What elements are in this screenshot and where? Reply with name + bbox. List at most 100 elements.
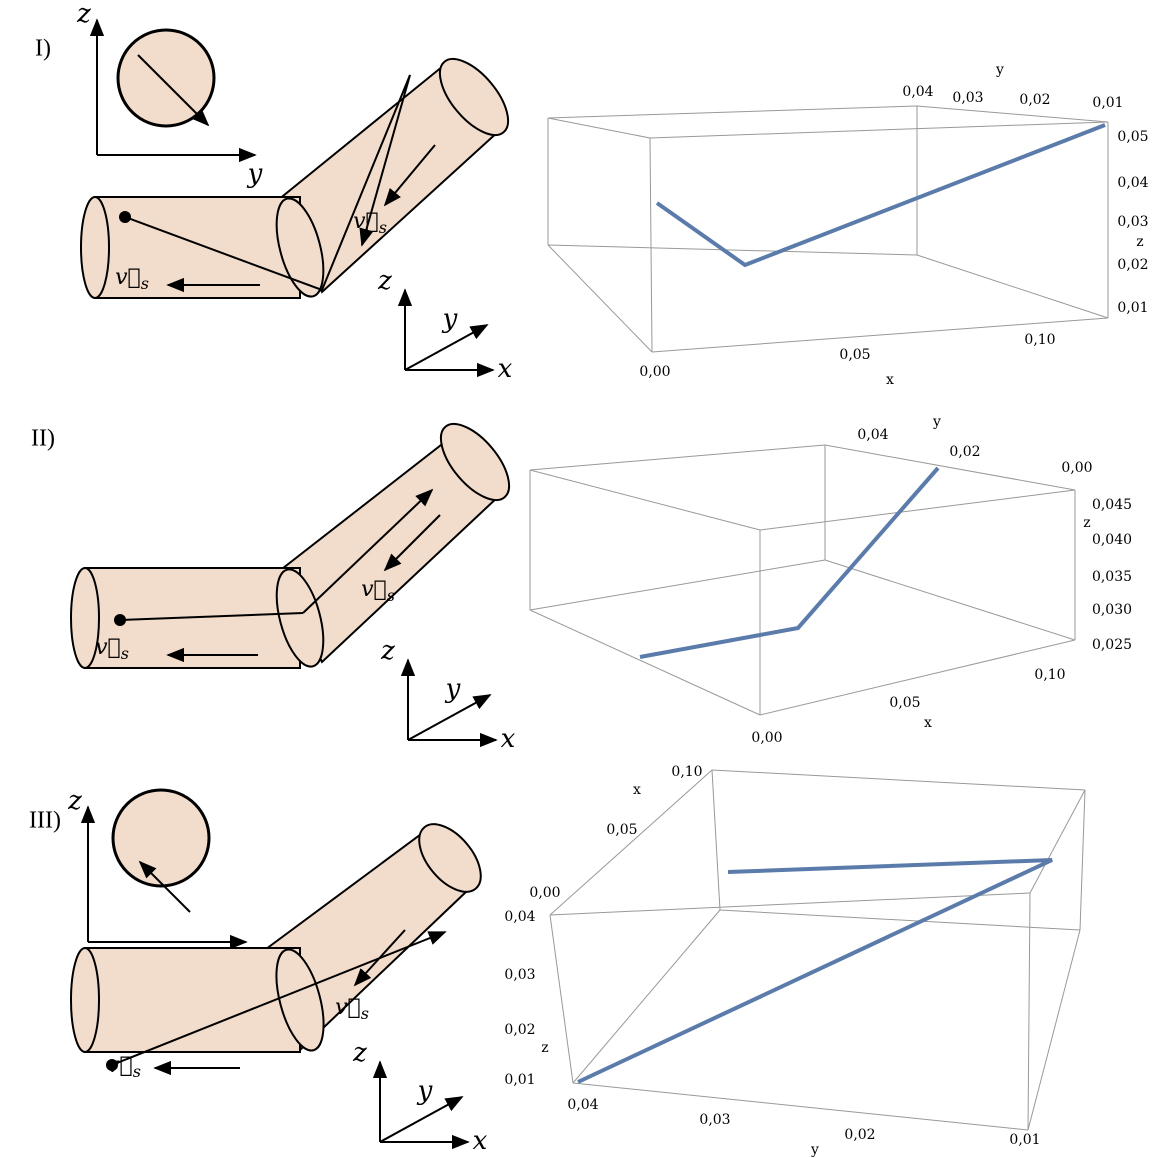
cross-section: [118, 30, 214, 126]
tick-label: 0,040: [1092, 532, 1132, 548]
box-edge: [1030, 790, 1085, 893]
axis-title: y: [810, 1142, 819, 1158]
axis-title: z: [1136, 234, 1143, 250]
axis-title: z: [541, 1040, 548, 1056]
cross-section: [113, 790, 209, 886]
panel-label: III): [29, 808, 61, 834]
tick-label: 0,04: [902, 84, 933, 100]
tick-label: 0,10: [1034, 667, 1065, 683]
tick-label: 0,00: [1061, 460, 1092, 476]
tick-label: 0,05: [839, 347, 870, 363]
tick-label: 0,05: [1117, 129, 1148, 145]
panel-label: I): [35, 36, 51, 62]
velocity-subscript: s: [379, 218, 387, 237]
tube-end: [71, 948, 99, 1052]
figure: I)zyv⃗sv⃗szxyyzx0,040,030,020,010,050,04…: [0, 0, 1161, 1158]
tick-label: 0,02: [949, 444, 980, 460]
tick-label: 0,02: [844, 1127, 875, 1143]
tick-label: 0,04: [504, 909, 535, 925]
axis-label: x: [473, 1126, 488, 1156]
trajectory: [578, 860, 1052, 1082]
tick-label: 0,01: [1092, 95, 1123, 111]
box-edge: [1028, 893, 1030, 1130]
axis-label: y: [445, 674, 461, 704]
box-edge: [548, 245, 917, 255]
velocity-symbol: v⃗: [95, 635, 121, 660]
tick-label: 0,10: [671, 764, 702, 780]
tick-label: 0,03: [1117, 214, 1148, 230]
axis-label: x: [498, 354, 513, 384]
box-edge: [530, 610, 760, 715]
box-edge: [550, 915, 573, 1083]
velocity-subscript: s: [133, 1062, 141, 1081]
box-edge: [1080, 790, 1085, 930]
box-edge: [1028, 930, 1080, 1130]
tick-label: 0,04: [857, 427, 888, 443]
box-edge: [650, 122, 1108, 138]
velocity-symbol: v⃗: [353, 209, 379, 234]
tick-label: 0,01: [504, 1072, 535, 1088]
trajectory: [640, 468, 938, 657]
velocity-symbol: v⃗: [107, 1053, 133, 1078]
velocity-subscript: s: [387, 586, 395, 605]
box-edge: [650, 138, 652, 352]
box-edge: [917, 255, 1108, 318]
box-edge: [712, 770, 1085, 790]
trajectory: [657, 125, 1105, 265]
tick-label: 0,03: [699, 1112, 730, 1128]
tick-label: 0,03: [504, 967, 535, 983]
velocity-label: v⃗s: [107, 1053, 141, 1081]
velocity-subscript: s: [121, 644, 129, 663]
axis-label: z: [67, 786, 82, 816]
axis-label: z: [76, 0, 91, 29]
tube: [85, 948, 300, 1052]
tick-label: 0,01: [1117, 300, 1148, 316]
tube-end: [81, 197, 109, 298]
tick-label: 0,05: [606, 822, 637, 838]
tick-label: 0,01: [1009, 1132, 1040, 1148]
box-edge: [917, 106, 1108, 122]
box-edge: [530, 445, 825, 470]
tick-label: 0,02: [1117, 257, 1148, 273]
axis-label: y: [417, 1076, 433, 1106]
tick-label: 0,00: [751, 730, 782, 746]
tick-label: 0,030: [1092, 602, 1132, 618]
tick-label: 0,05: [889, 695, 920, 711]
tick-label: 0,00: [639, 364, 670, 380]
box-edge: [548, 245, 652, 352]
axis-title: z: [1083, 515, 1090, 531]
box-edge: [550, 770, 712, 915]
axis-title: x: [924, 715, 932, 731]
box-edge: [825, 560, 1075, 640]
axis-title: y: [995, 62, 1004, 78]
tick-label: 0,035: [1092, 569, 1132, 585]
box-edge: [548, 106, 917, 118]
box-edge: [530, 560, 825, 610]
axis-title: x: [886, 372, 894, 388]
axis-label: z: [377, 266, 392, 296]
panel-label: II): [31, 426, 55, 452]
tick-label: 0,02: [504, 1022, 535, 1038]
tick-label: 0,04: [567, 1097, 598, 1113]
box-edge: [760, 490, 1075, 530]
box-edge: [712, 770, 720, 910]
tick-label: 0,04: [1117, 175, 1148, 191]
velocity-subscript: s: [361, 1004, 369, 1023]
box-edge: [530, 470, 760, 530]
tick-label: 0,02: [1019, 92, 1050, 108]
tick-label: 0,00: [529, 885, 560, 901]
tick-label: 0,10: [1024, 332, 1055, 348]
box-edge: [548, 118, 650, 138]
box-edge: [573, 910, 720, 1083]
axis-title: y: [932, 414, 941, 430]
velocity-symbol: v⃗: [335, 995, 361, 1020]
velocity-label: v⃗s: [335, 995, 369, 1023]
tick-label: 0,03: [952, 90, 983, 106]
axis-title: x: [633, 782, 641, 798]
tick-label: 0,045: [1092, 497, 1132, 513]
box-edge: [573, 1083, 1028, 1130]
velocity-symbol: v⃗: [361, 577, 387, 602]
velocity-subscript: s: [141, 274, 149, 293]
axis-label: x: [501, 724, 516, 754]
velocity-symbol: v⃗: [115, 265, 141, 290]
